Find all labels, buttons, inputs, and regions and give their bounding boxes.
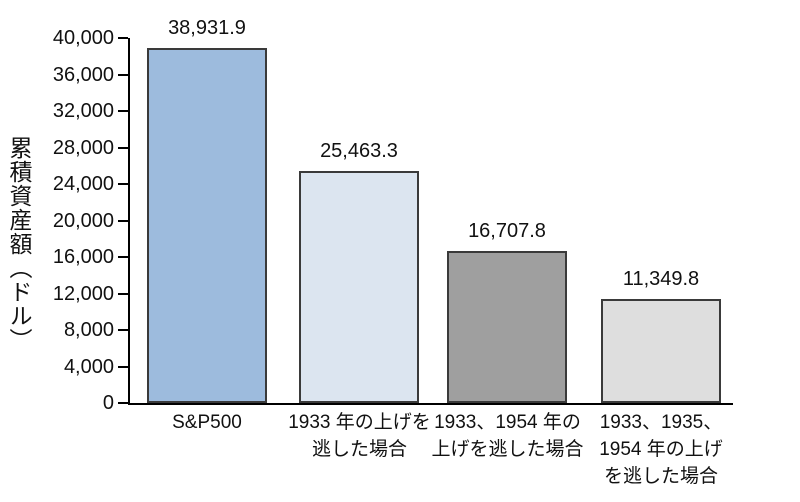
x-category-label-missed-1933: 1933 年の上げを 逃した場合	[262, 409, 457, 463]
bar-missed-1933-1954: 16,707.8	[447, 38, 567, 403]
y-tick-mark	[118, 73, 128, 76]
bar-missed-1933-1935-1954: 11,349.8	[601, 38, 721, 403]
y-tick-mark	[118, 365, 128, 368]
bar-fill	[147, 47, 267, 403]
bar-value-label: 11,349.8	[622, 268, 700, 291]
x-category-label-missed-1933-1935-1954: 1933、1935、 1954 年の上げ を逃した場合	[566, 409, 756, 490]
y-axis-title: 累積資産額（ドル）	[6, 136, 32, 352]
y-tick-label: 20,000	[52, 209, 114, 232]
category-line: S&P500	[172, 412, 242, 433]
y-tick-label: 12,000	[52, 282, 114, 305]
y-tick-mark	[118, 37, 128, 39]
plot-area: 38,931.9 25,463.3 16,707.8 11,349.8	[128, 17, 733, 405]
y-tick-mark	[118, 292, 128, 295]
y-axis-tick-labels: 40,000 36,000 32,000 28,000 24,000 20,00…	[0, 27, 114, 414]
x-category-label-sp500: S&P500	[122, 409, 292, 436]
y-tick-label: 4,000	[63, 355, 114, 378]
category-line: を逃した場合	[603, 466, 718, 487]
bar-fill	[299, 170, 419, 403]
bar-value-label: 25,463.3	[320, 139, 398, 162]
category-line: 1933、1954 年の	[434, 412, 581, 433]
y-tick-mark	[118, 183, 128, 185]
bar-value-label: 16,707.8	[468, 219, 546, 242]
category-line: 1933、1935、	[599, 412, 723, 433]
y-axis-tick-marks	[118, 37, 128, 404]
category-line: 上げを逃した場合	[431, 439, 584, 460]
y-tick-label: 40,000	[52, 27, 114, 49]
bar-missed-1933: 25,463.3	[299, 38, 419, 403]
category-line: 1933 年の上げを	[288, 412, 431, 433]
y-tick-label: 16,000	[52, 246, 114, 268]
category-line: 逃した場合	[311, 439, 407, 460]
bar-sp500: 38,931.9	[147, 17, 267, 403]
y-tick-mark	[118, 256, 128, 258]
bar-fill	[447, 250, 567, 403]
x-category-label-missed-1933-1954: 1933、1954 年の 上げを逃した場合	[400, 409, 615, 463]
y-tick-mark	[118, 329, 128, 331]
y-tick-label: 28,000	[52, 136, 114, 159]
y-tick-label: 24,000	[52, 173, 114, 195]
y-tick-mark	[118, 219, 128, 222]
y-tick-mark	[118, 146, 128, 149]
category-line: 1954 年の上げ	[599, 439, 723, 460]
y-tick-label: 8,000	[63, 319, 114, 341]
bar-value-label: 38,931.9	[168, 16, 246, 39]
y-tick-label: 0	[102, 392, 114, 414]
y-tick-mark	[118, 110, 128, 112]
y-tick-mark	[118, 402, 128, 404]
bar-fill	[601, 299, 721, 403]
y-tick-label: 32,000	[52, 100, 114, 122]
y-tick-label: 36,000	[52, 63, 114, 86]
